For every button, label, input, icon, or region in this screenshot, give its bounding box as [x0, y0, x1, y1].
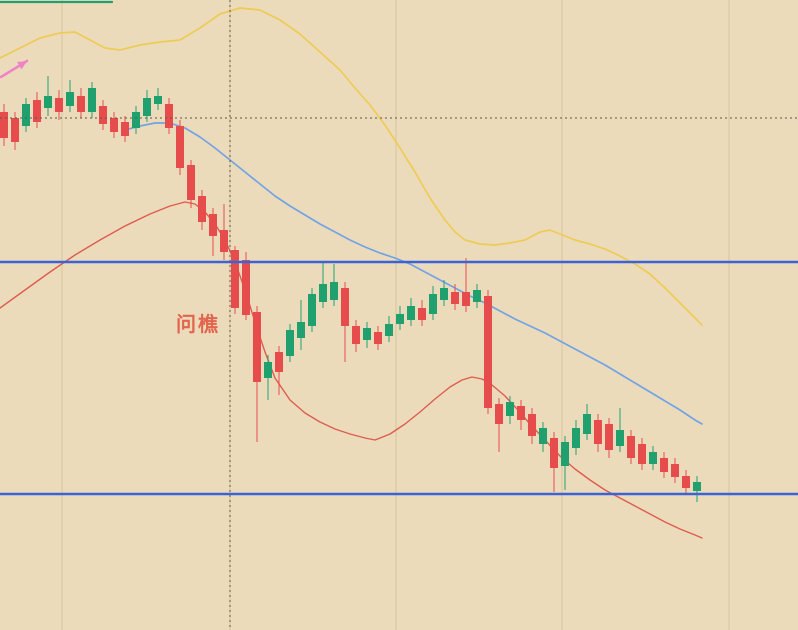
candle-body-up	[440, 288, 448, 300]
candle-body-down	[517, 406, 525, 420]
candle-body-up	[22, 104, 30, 126]
candle-body-up	[330, 282, 338, 300]
candle-body-down	[110, 118, 118, 132]
candle-body-down	[165, 104, 173, 128]
candle-body-up	[616, 430, 624, 446]
candle-body-up	[308, 294, 316, 326]
candle-body-down	[209, 214, 217, 236]
candle-body-down	[605, 424, 613, 450]
candle-body-down	[198, 196, 206, 222]
upper-band-yellow-line	[0, 7, 703, 326]
candle-body-down	[451, 292, 459, 304]
candle-body-down	[275, 352, 283, 372]
candle-body-down	[55, 98, 63, 112]
candle-body-up	[506, 402, 514, 416]
candle-body-down	[638, 444, 646, 464]
candle-body-up	[583, 414, 591, 434]
candle-body-down	[671, 464, 679, 477]
candle-body-down	[660, 458, 668, 472]
candle-body-down	[176, 126, 184, 168]
candle-body-up	[297, 322, 305, 338]
candle-body-down	[253, 312, 261, 382]
candle-body-down	[374, 332, 382, 344]
candle-body-down	[187, 165, 195, 200]
candle-body-down	[484, 296, 492, 408]
lower-band-red-line	[0, 201, 703, 539]
candle-body-down	[0, 112, 8, 138]
candle-body-down	[550, 438, 558, 468]
candle-body-down	[11, 118, 19, 142]
candle-body-up	[561, 442, 569, 466]
mid-band-blue-line	[124, 122, 703, 425]
candle-body-up	[363, 328, 371, 340]
candle-body-down	[121, 122, 129, 136]
candle-body-up	[319, 284, 327, 302]
trend-arrow-head-icon[interactable]	[17, 61, 27, 70]
candle-body-up	[143, 98, 151, 116]
candle-body-down	[418, 308, 426, 320]
candle-body-down	[495, 404, 503, 424]
candle-body-down	[77, 96, 85, 112]
candle-body-down	[462, 292, 470, 306]
candle-body-down	[231, 250, 239, 308]
candle-body-up	[407, 306, 415, 320]
candle-body-up	[44, 96, 52, 108]
candle-body-down	[528, 414, 536, 436]
candle-body-up	[385, 324, 393, 336]
candle-body-up	[264, 362, 272, 378]
candle-body-up	[539, 428, 547, 444]
candle-body-up	[88, 88, 96, 112]
candle-body-up	[132, 112, 140, 128]
annotation-label[interactable]: 问樵	[176, 312, 220, 336]
candle-body-up	[396, 314, 404, 324]
candle-body-down	[220, 230, 228, 252]
candle-body-down	[352, 326, 360, 344]
candle-body-up	[649, 452, 657, 464]
candle-body-up	[66, 92, 74, 106]
candle-body-up	[572, 428, 580, 448]
candle-body-down	[99, 106, 107, 124]
candle-body-down	[33, 100, 41, 122]
candle-body-down	[682, 476, 690, 488]
candle-body-down	[627, 436, 635, 458]
candle-body-down	[594, 420, 602, 444]
candle-body-down	[242, 260, 250, 315]
candle-body-up	[286, 330, 294, 356]
candle-body-down	[341, 288, 349, 326]
candle-body-up	[473, 290, 481, 302]
candle-body-up	[693, 482, 701, 491]
candle-body-up	[429, 294, 437, 314]
candle-body-up	[154, 96, 162, 104]
